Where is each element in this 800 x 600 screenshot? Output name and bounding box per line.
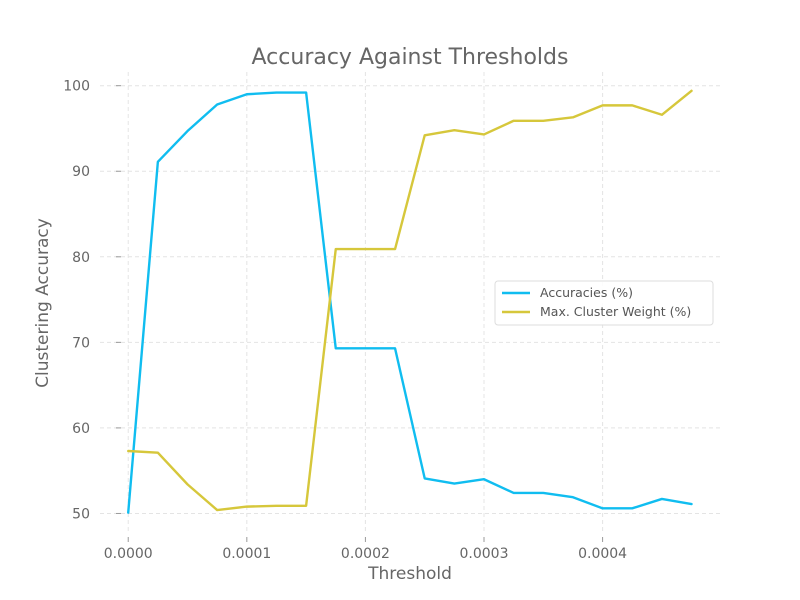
series-line-accuracies — [127, 91, 693, 514]
x-tick-label: 0.0002 — [341, 546, 390, 562]
y-tick-label: 80 — [72, 250, 90, 266]
x-tick-label: 0.0004 — [578, 546, 627, 562]
legend: Accuracies (%) Max. Cluster Weight (%) — [494, 280, 714, 326]
series-line-max-cluster-weight — [127, 89, 693, 512]
legend-label-max-cluster-weight: Max. Cluster Weight (%) — [540, 304, 691, 319]
legend-box — [494, 280, 714, 326]
legend-label-accuracies: Accuracies (%) — [540, 285, 633, 300]
x-axis-label: Threshold — [367, 564, 452, 584]
x-tick-label: 0.0000 — [104, 546, 153, 562]
y-tick-label: 100 — [63, 79, 90, 95]
y-axis-ticks: 50 60 70 80 90 100 — [63, 79, 121, 522]
y-tick-label: 90 — [72, 164, 90, 180]
chart-title: Accuracy Against Thresholds — [252, 45, 569, 70]
y-axis-label: Clustering Accuracy — [33, 218, 53, 388]
series-lines — [127, 89, 693, 514]
x-axis-ticks: 0.0000 0.0001 0.0002 0.0003 0.0004 — [104, 537, 627, 562]
x-tick-label: 0.0001 — [222, 546, 271, 562]
y-tick-label: 60 — [72, 421, 90, 437]
y-tick-label: 50 — [72, 506, 90, 522]
y-tick-label: 70 — [72, 335, 90, 351]
x-tick-label: 0.0003 — [460, 546, 509, 562]
